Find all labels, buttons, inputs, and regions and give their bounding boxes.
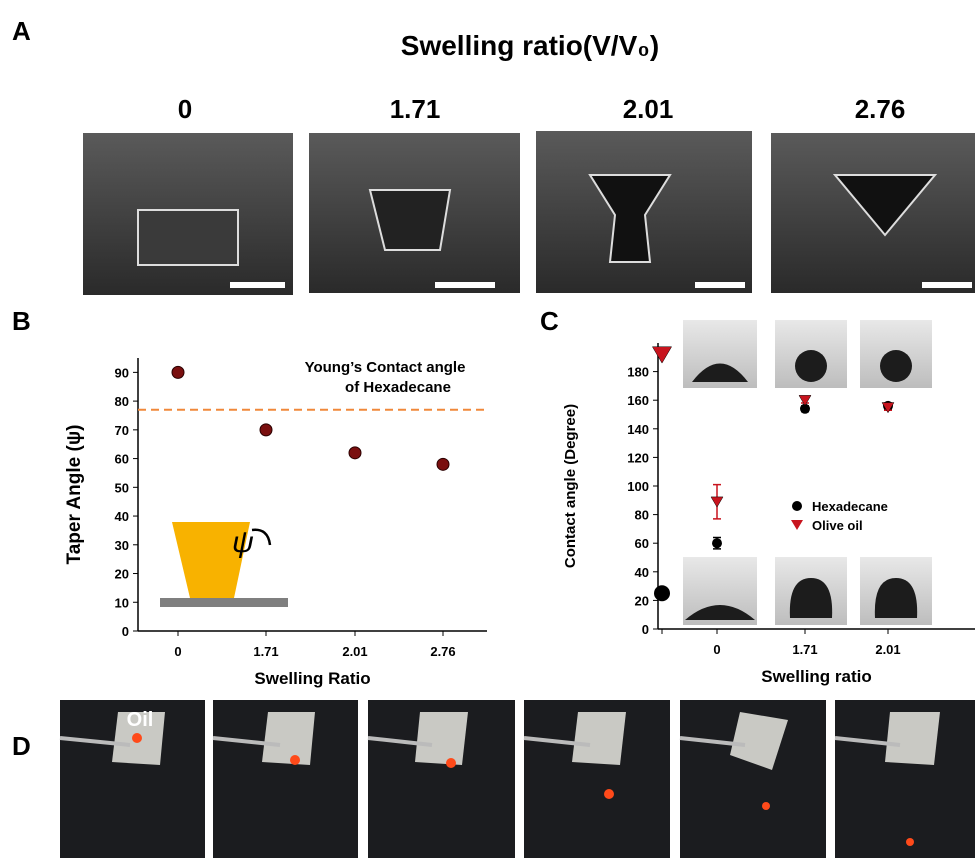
- y-tick-label: 50: [115, 480, 129, 495]
- x-tick-label: 1.71: [792, 642, 817, 657]
- point: [712, 538, 722, 548]
- y-tick-label: 10: [115, 595, 129, 610]
- point: [652, 347, 671, 363]
- scale-bar: [922, 282, 972, 288]
- point: [260, 424, 272, 436]
- point: [437, 458, 449, 470]
- sem-label: 2.01: [623, 94, 674, 124]
- annotation: of Hexadecane: [345, 379, 451, 396]
- sem-label: 2.76: [855, 94, 906, 124]
- y-tick-label: 90: [115, 365, 129, 380]
- y-tick-label: 20: [115, 567, 129, 582]
- scale-bar: [230, 282, 285, 288]
- point: [349, 447, 361, 459]
- panel-label: C: [540, 306, 559, 336]
- x-tick-label: 2.76: [430, 644, 455, 659]
- sem-labels: 0 1.71 2.01 2.76: [178, 94, 906, 124]
- point: [172, 366, 184, 378]
- legend-label: Olive oil: [812, 518, 863, 533]
- panel-label: B: [12, 306, 31, 336]
- x-axis-label: Swelling ratio: [761, 667, 872, 686]
- y-tick-label: 100: [627, 479, 649, 494]
- sem-feature: [370, 190, 450, 250]
- x-tick-label: 2.01: [875, 642, 900, 657]
- sem-images: [83, 131, 975, 295]
- y-tick-label: 40: [115, 509, 129, 524]
- y-tick-label: 180: [627, 365, 649, 380]
- y-tick-label: 80: [115, 394, 129, 409]
- panel-label: D: [12, 731, 31, 761]
- point: [654, 585, 670, 601]
- photo-label: Oil: [127, 709, 154, 731]
- chart-c: 0 20 40 60 80 100 120 140 160 180 0 1.71 2.01Swellin…: [562, 320, 975, 686]
- panel-label: A: [12, 16, 31, 46]
- droplet: [795, 350, 827, 382]
- panel-title: Swelling ratio(V/V₀): [401, 30, 659, 61]
- point: [711, 497, 723, 507]
- y-tick-label: 140: [627, 422, 649, 437]
- y-tick-label: 30: [115, 538, 129, 553]
- chart-b: 0 10 20 30 40 50 60 70 80 90 0 1.71 2.01 2.76 Swelling…: [64, 358, 487, 688]
- oil-photos: Oil: [60, 700, 975, 858]
- x-tick-label: 0: [174, 644, 181, 659]
- scale-bar: [695, 282, 745, 288]
- y-tick-label: 120: [627, 450, 649, 465]
- y-axis-label: Contact angle (Degree): [562, 404, 579, 568]
- sem-label: 0: [178, 94, 192, 124]
- inset-substrate: [160, 598, 288, 607]
- figure: A B C D Swelling ratio(V/V₀) 0 1.71 2.01 2.…: [0, 0, 975, 858]
- droplet-photos: [683, 320, 932, 625]
- y-tick-label: 0: [642, 622, 649, 637]
- annotation: Young’s Contact angle: [305, 359, 466, 376]
- y-axis-label: Taper Angle (ψ): [64, 425, 85, 565]
- legend-label: Hexadecane: [812, 499, 888, 514]
- y-tick-label: 60: [635, 536, 649, 551]
- y-tick-label: 20: [635, 593, 649, 608]
- legend-marker: [792, 501, 802, 511]
- y-tick-label: 160: [627, 393, 649, 408]
- y-tick-label: 80: [635, 508, 649, 523]
- droplet: [880, 350, 912, 382]
- scale-bar: [435, 282, 495, 288]
- x-tick-label: 2.01: [342, 644, 367, 659]
- x-axis-label: Swelling Ratio: [254, 669, 370, 688]
- inset-label: ψ: [232, 526, 254, 559]
- sem-feature: [138, 210, 238, 265]
- y-tick-label: 40: [635, 565, 649, 580]
- x-tick-label: 1.71: [253, 644, 278, 659]
- y-tick-label: 60: [115, 452, 129, 467]
- y-tick-label: 70: [115, 423, 129, 438]
- y-tick-label: 0: [122, 624, 129, 639]
- inset-arc: [252, 530, 270, 545]
- x-tick-label: 0: [713, 642, 720, 657]
- point: [799, 395, 811, 405]
- sem-label: 1.71: [390, 94, 441, 124]
